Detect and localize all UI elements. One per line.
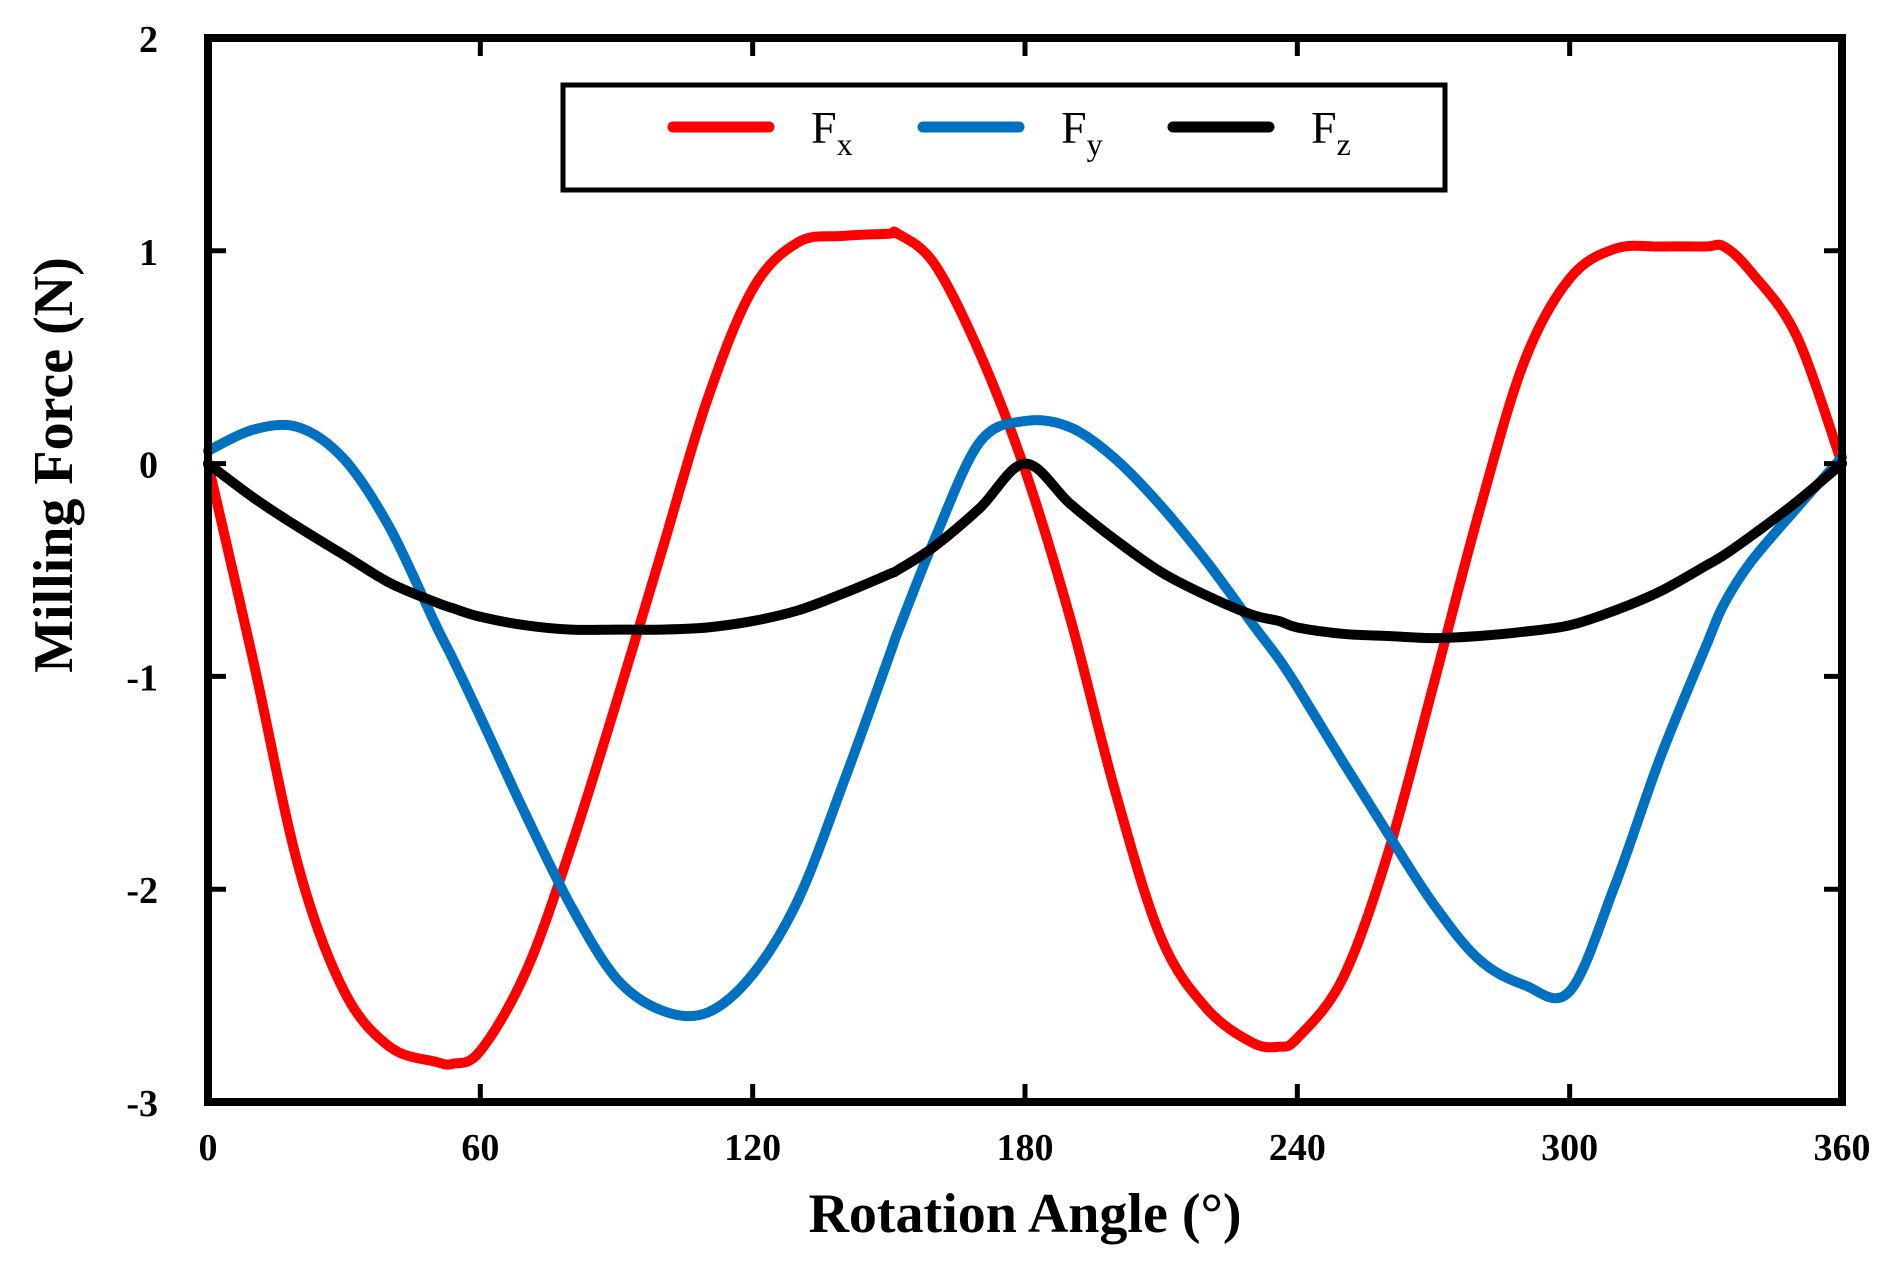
y-tick-label: -3 <box>126 1083 158 1125</box>
plot-frame <box>204 34 1846 1106</box>
legend-box <box>560 82 1448 193</box>
x-tick-label: 240 <box>1269 1127 1326 1169</box>
series-layer <box>203 226 1847 1070</box>
series-line-fx <box>203 226 1847 1070</box>
y-tick-label: -1 <box>126 657 158 699</box>
x-tick-label: 180 <box>997 1127 1054 1169</box>
x-axis-title: Rotation Angle (°) <box>808 1183 1241 1245</box>
y-tick-label: -2 <box>126 870 158 912</box>
series-line-fy <box>203 415 1847 1022</box>
x-tick-label: 120 <box>724 1127 781 1169</box>
x-tick-label: 60 <box>461 1127 499 1169</box>
x-tick-label: 360 <box>1814 1127 1871 1169</box>
y-tick-label: 0 <box>139 445 158 487</box>
series-line-fz <box>203 458 1847 644</box>
ticks-layer: 0 60 120 180 240 300 360 2 1 0 -1 -2 -3 <box>126 19 1870 1169</box>
legend: Fx Fy Fz <box>560 82 1448 193</box>
legend-entries: Fx Fy Fz <box>667 102 1351 162</box>
y-tick-label: 2 <box>139 19 158 61</box>
y-tick-label: 1 <box>139 232 158 274</box>
x-tick-label: 300 <box>1541 1127 1598 1169</box>
x-tick-label: 0 <box>199 1127 218 1169</box>
y-axis-title: Milling Force (N) <box>23 257 85 673</box>
